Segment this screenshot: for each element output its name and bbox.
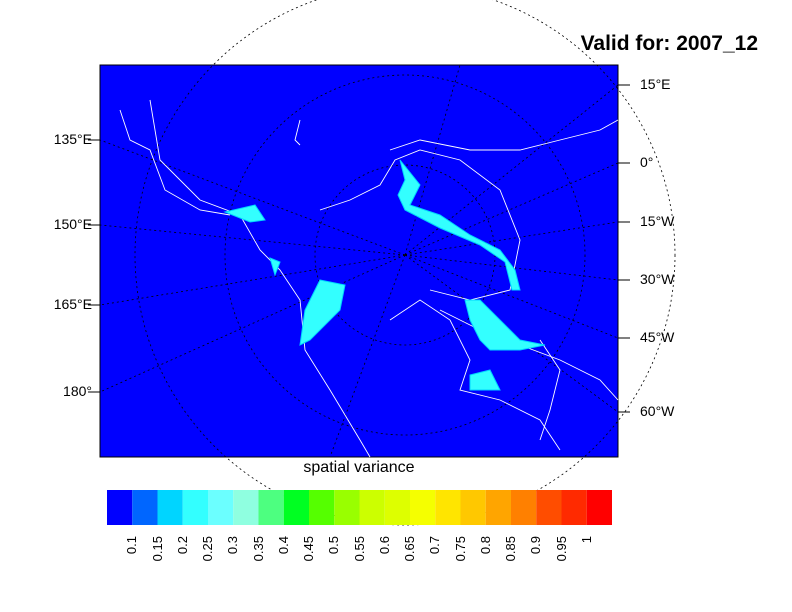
colorbar-box	[334, 490, 360, 525]
colorbar-box	[561, 490, 587, 525]
colorbar-box	[410, 490, 436, 525]
colorbar-label: 0.3	[225, 536, 241, 555]
colorbar-label: 1	[578, 536, 594, 544]
colorbar-box	[208, 490, 234, 525]
colorbar-label: 0.35	[250, 536, 266, 562]
colorbar-box	[485, 490, 511, 525]
colorbar-box	[359, 490, 385, 525]
colorbar-box	[132, 490, 158, 525]
colorbar-box	[283, 490, 309, 525]
right-lon-label: 15°E	[640, 76, 671, 92]
colorbar-box	[384, 490, 410, 525]
colorbar-box	[586, 490, 612, 525]
variance-features	[223, 159, 546, 391]
left-lon-label: 135°E	[53, 131, 92, 147]
colorbar-box	[511, 490, 537, 525]
right-lon-label: 60°W	[640, 403, 675, 419]
colorbar-label: 0.9	[528, 536, 544, 555]
colorbar-box	[107, 490, 133, 525]
colorbar-label: 0.6	[376, 536, 392, 555]
colorbar-label: 0.85	[503, 536, 518, 562]
colorbar-label: 0.2	[174, 536, 190, 555]
colorbar-box	[233, 490, 259, 525]
colorbar-label: 0.65	[402, 536, 417, 562]
plot-title: Valid for: 2007_12	[580, 32, 758, 55]
right-lon-label: 15°W	[640, 213, 675, 229]
map-frame	[99, 64, 619, 458]
colorbar-label: 0.25	[200, 536, 215, 562]
colorbar-label: 0.1	[124, 536, 140, 555]
colorbar-label: 0.45	[301, 536, 316, 562]
colorbar-label: 0.55	[351, 536, 367, 562]
left-lon-label: 180°	[63, 383, 92, 399]
colorbar-label: 0.8	[477, 536, 493, 555]
colorbar	[107, 490, 612, 525]
colorbar-label: 0.75	[452, 536, 468, 562]
colorbar-box	[460, 490, 486, 525]
colorbar-box	[536, 490, 562, 525]
colorbar-label: 0.4	[275, 536, 291, 555]
left-lon-label: 150°E	[53, 216, 92, 232]
right-lon-label: 0°	[640, 154, 654, 170]
right-lon-label: 45°W	[640, 329, 675, 345]
coastlines	[119, 99, 619, 458]
colorbar-box	[157, 490, 183, 525]
colorbar-label: 0.7	[427, 536, 443, 555]
colorbar-label: 0.15	[149, 536, 165, 562]
colorbar-label: 0.5	[326, 536, 342, 555]
colorbar-box	[258, 490, 284, 525]
left-lon-label: 165°E	[53, 296, 92, 312]
colorbar-box	[182, 490, 208, 525]
variable-label: spatial variance	[303, 459, 415, 476]
right-lon-label: 30°W	[640, 271, 675, 287]
colorbar-label: 0.95	[553, 536, 569, 562]
colorbar-box	[309, 490, 335, 525]
colorbar-box	[435, 490, 461, 525]
